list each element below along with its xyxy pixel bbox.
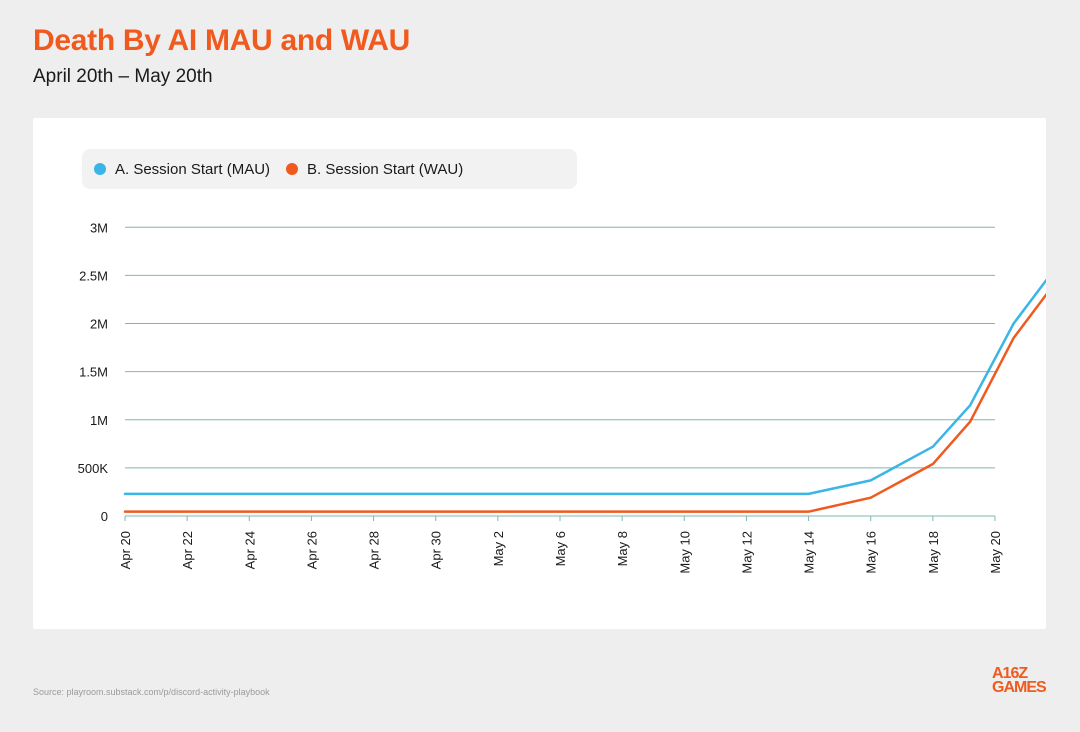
x-tick-label-7: May 6 [553,531,568,566]
y-tick-label-4: 2M [90,317,108,332]
legend-label-mau: A. Session Start (MAU) [115,160,271,178]
x-tick-label-3: Apr 26 [304,531,319,569]
x-tick-label-14: May 20 [988,531,1003,574]
logo-line-1: A16Z [992,665,1028,682]
x-tick-label-10: May 12 [739,531,754,574]
x-tick-label-8: May 8 [615,531,630,566]
chart-legend: A. Session Start (MAU) B. Session Start … [82,149,577,189]
x-tick-label-2: Apr 24 [242,531,257,569]
a16z-games-logo: A16Z GAMES [992,665,1048,696]
y-tick-label-5: 2.5M [79,268,108,283]
chart-title: Death By AI MAU and WAU [33,24,411,57]
legend-label-wau: B. Session Start (WAU) [307,160,464,178]
x-tick-label-11: May 14 [802,531,817,574]
chart-card: A. Session Start (MAU) B. Session Start … [33,118,1046,629]
logo-line-2: GAMES [992,679,1047,696]
y-tick-label-6: 3M [90,220,108,235]
line-chart: 0 500K 1M 1.5M 2M 2.5M 3M Apr 20 Apr 22 Apr 24 Apr… [78,220,1046,574]
x-tick-label-0: Apr 20 [118,531,133,569]
x-tick-label-6: May 2 [491,531,506,566]
legend-item-wau[interactable]: B. Session Start (WAU) [286,161,463,178]
series-line-wau [123,292,1046,513]
series-line-mau [123,278,1046,496]
x-tick-label-4: Apr 28 [367,531,382,569]
x-tick-label-9: May 10 [677,531,692,574]
legend-item-mau[interactable]: A. Session Start (MAU) [94,161,270,178]
legend-dot-mau [94,163,106,175]
chart-subtitle: April 20th – May 20th [33,66,213,87]
x-tick-label-13: May 18 [926,531,941,574]
y-tick-label-0: 0 [101,509,108,524]
source-note: Source: playroom.substack.com/p/discord-… [33,687,270,697]
y-tick-label-2: 1M [90,413,108,428]
x-tick-label-12: May 16 [864,531,879,574]
x-tick-label-1: Apr 22 [180,531,195,569]
x-tick-label-5: Apr 30 [429,531,444,569]
y-tick-label-3: 1.5M [79,365,108,380]
y-tick-label-1: 500K [78,461,109,476]
legend-dot-wau [286,163,299,175]
